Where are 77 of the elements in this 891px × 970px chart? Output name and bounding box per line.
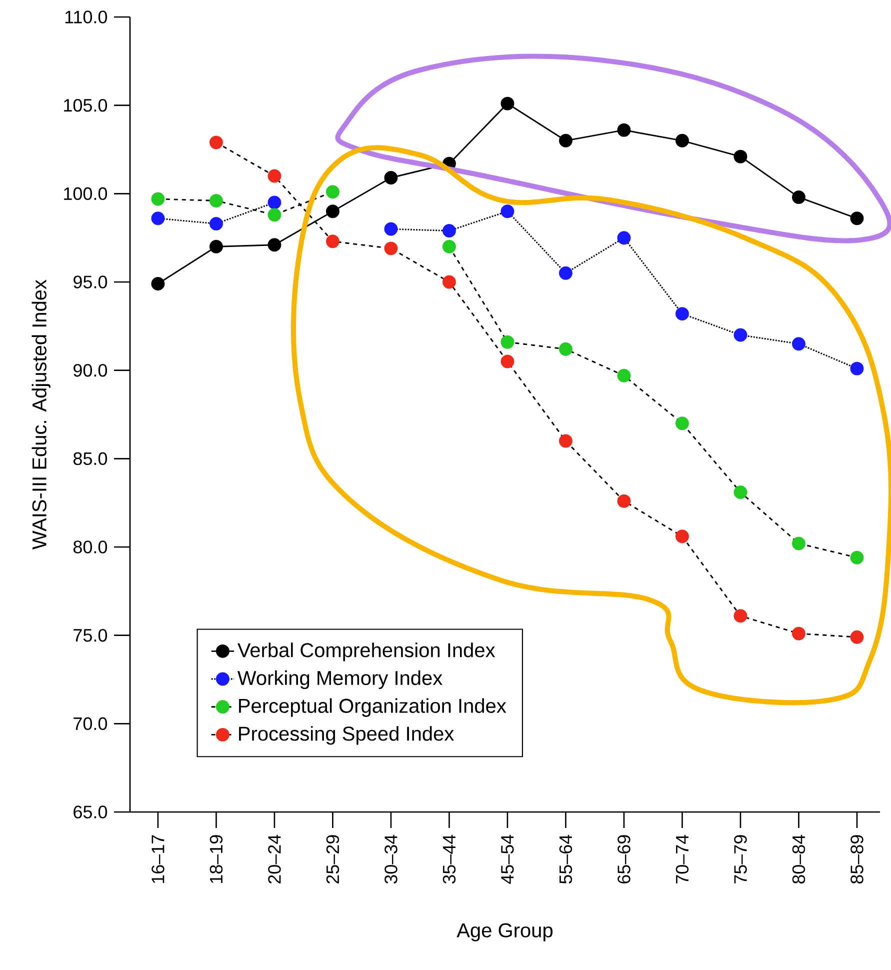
y-tick-label: 110.0 — [65, 10, 108, 24]
legend-label: Perceptual Organization Index — [239, 698, 506, 717]
y-tick-label: 95.0 — [74, 276, 108, 288]
point — [850, 212, 864, 226]
point — [792, 536, 806, 550]
point — [500, 96, 514, 110]
point — [792, 337, 806, 351]
y-tick-label: 65.0 — [74, 806, 108, 818]
x-tick-label: 16–17 — [152, 835, 164, 883]
y-tick-label: 70.0 — [74, 717, 108, 730]
point — [151, 212, 165, 226]
point — [734, 486, 748, 499]
point — [558, 342, 572, 356]
point — [500, 204, 514, 218]
point — [675, 416, 689, 430]
x-tick-label: 18–19 — [210, 835, 223, 883]
x-tick-label: 25–29 — [326, 835, 340, 884]
x-tick-label: 80–84 — [792, 834, 806, 884]
point — [850, 550, 864, 564]
x-tick-label: 70–74 — [676, 834, 689, 884]
point — [675, 307, 689, 321]
legend-label: Processing Speed Index — [239, 726, 454, 745]
point — [850, 362, 864, 376]
point — [268, 169, 282, 183]
point — [792, 190, 806, 204]
point — [792, 626, 806, 640]
point — [558, 434, 572, 448]
point — [675, 530, 689, 544]
point — [734, 609, 748, 623]
point — [442, 275, 456, 289]
point — [617, 368, 631, 382]
point — [617, 231, 631, 245]
point — [268, 196, 282, 210]
point — [326, 185, 340, 199]
x-tick-label: 55–64 — [559, 834, 572, 884]
x-tick-label: 85–89 — [850, 835, 864, 884]
point — [558, 266, 572, 280]
point — [209, 240, 223, 254]
x-tick-label: 35–44 — [442, 834, 456, 884]
point — [326, 234, 340, 248]
y-tick-label: 100.0 — [64, 187, 108, 200]
point — [850, 630, 864, 644]
point — [268, 208, 282, 222]
y-axis-title: WAIS-III Educ. Adjusted Index — [32, 280, 50, 550]
y-tick-label: 105.0 — [64, 98, 108, 112]
point — [500, 335, 514, 349]
x-tick-label: 65–69 — [618, 835, 630, 884]
x-tick-label: 45–54 — [501, 834, 514, 884]
point — [500, 354, 514, 368]
x-tick-label: 30–34 — [384, 834, 398, 884]
point — [384, 242, 398, 256]
x-axis-title: Age Group — [456, 923, 553, 942]
point — [734, 328, 748, 342]
x-tick-label: 20–24 — [268, 834, 281, 884]
legend-label: Working Memory Index — [238, 670, 442, 690]
point — [151, 192, 165, 206]
point — [384, 222, 398, 236]
point — [151, 277, 165, 290]
point — [442, 224, 456, 238]
point — [617, 494, 631, 508]
legend-label: Verbal Comprehension Index — [238, 642, 496, 662]
point — [675, 134, 689, 148]
point — [268, 238, 282, 252]
point — [734, 150, 748, 164]
y-tick-label: 75.0 — [74, 628, 108, 642]
point — [558, 134, 572, 148]
y-tick-label: 80.0 — [73, 540, 108, 554]
point — [209, 216, 223, 230]
point — [442, 240, 456, 254]
point — [209, 194, 223, 208]
point — [384, 171, 398, 184]
point — [209, 136, 223, 150]
y-tick-label: 90.0 — [74, 364, 108, 377]
y-tick-label: 85.0 — [73, 452, 108, 466]
point — [617, 123, 631, 137]
x-tick-label: 75–79 — [734, 835, 747, 884]
point — [326, 204, 340, 218]
